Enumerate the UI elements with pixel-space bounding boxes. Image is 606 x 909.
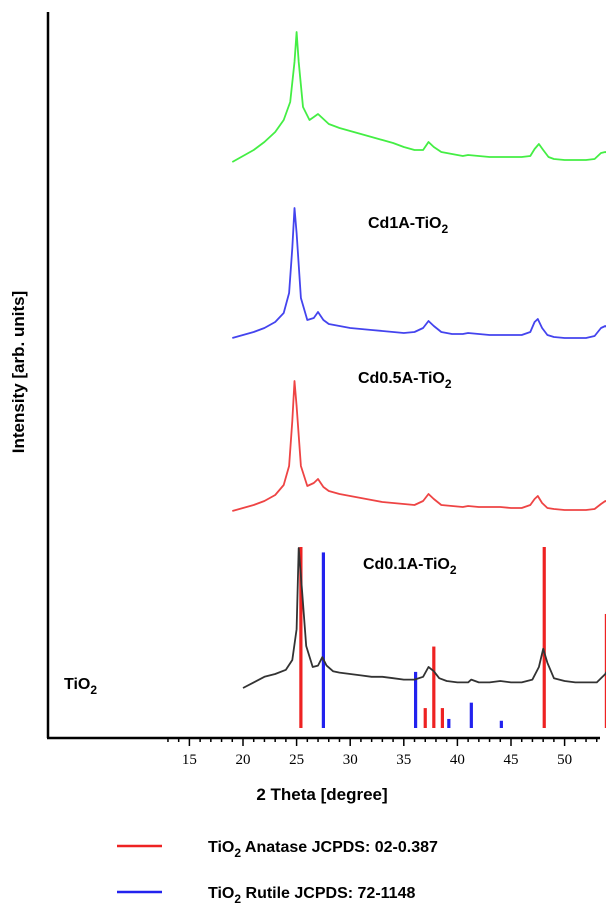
x-tick-label: 15 [182, 752, 197, 768]
legend-label-anatase: TiO2 Anatase JCPDS: 02-0.387 [208, 839, 438, 860]
series-line-1 [231, 31, 606, 163]
x-tick-label: 25 [289, 752, 304, 768]
anatase-stick [299, 547, 303, 728]
series-line-3 [232, 380, 606, 512]
series-line-4 [242, 547, 606, 689]
anatase-stick [604, 613, 606, 728]
x-tick-label: 45 [504, 752, 519, 768]
x-tick-label: 40 [450, 752, 465, 768]
anatase-stick [542, 547, 546, 728]
series-label-cd1a: Cd1A-TiO2 [368, 215, 448, 236]
series-lines [231, 31, 606, 689]
rutile-stick [469, 702, 473, 728]
anatase-stick [423, 708, 427, 728]
x-tick-label: 20 [236, 752, 251, 768]
series-label-tio2: TiO2 [64, 676, 97, 697]
x-tick-label: 30 [343, 752, 358, 768]
legend: TiO2 Anatase JCPDS: 02-0.387 TiO2 Rutile… [117, 839, 438, 906]
x-axis-title: 2 Theta [degree] [256, 785, 387, 804]
rutile-stick [413, 671, 418, 728]
rutile-stick [321, 552, 325, 728]
anatase-stick [440, 708, 444, 728]
y-axis-title: Intensity [arb. units] [9, 291, 28, 453]
x-tick-label: 50 [557, 752, 572, 768]
series-label-cd05a: Cd0.5A-TiO2 [358, 370, 452, 391]
reference-sticks [299, 547, 606, 728]
anatase-stick [432, 646, 436, 728]
rutile-stick [499, 720, 503, 728]
rutile-stick [447, 718, 451, 728]
legend-label-rutile: TiO2 Rutile JCPDS: 72-1148 [208, 885, 415, 906]
x-ticks: 1520253035404550556065 [167, 738, 598, 768]
series-label-cd01a: Cd0.1A-TiO2 [363, 556, 457, 577]
x-tick-label: 35 [396, 752, 411, 768]
series-line-2 [232, 207, 606, 339]
